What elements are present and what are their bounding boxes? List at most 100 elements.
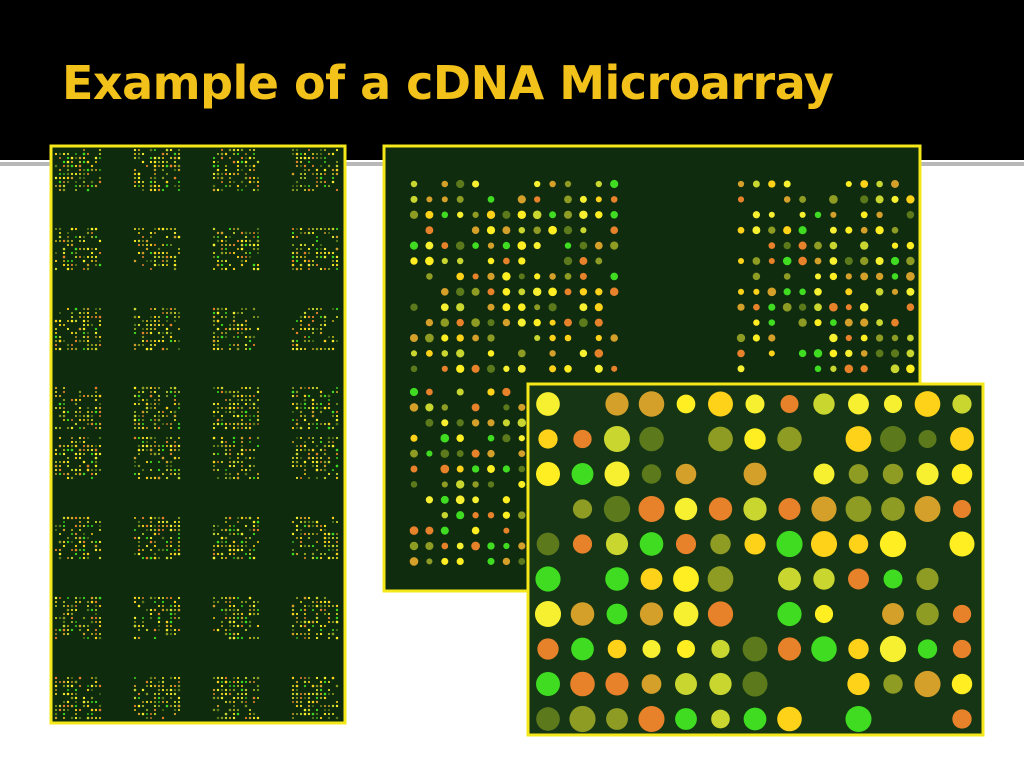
spot [177,426,181,430]
spot [149,516,153,520]
spot [563,226,573,235]
slide-title: Example of a cDNA Microarray [62,56,834,110]
spot [303,516,307,520]
spot [142,621,144,623]
spot [487,465,495,473]
spot [922,227,929,234]
spot [548,287,557,297]
spot [212,410,216,414]
spot [165,548,169,552]
spot [153,168,157,172]
spot [906,287,915,296]
spot [62,263,66,267]
spot [173,410,177,414]
spot [291,608,295,612]
spot [71,312,73,314]
spot [169,464,173,468]
spot [549,273,556,280]
spot [295,347,299,351]
spot [213,469,215,471]
spot [94,247,98,251]
spot [331,628,335,632]
spot [169,692,173,696]
spot [244,524,248,528]
spot [149,540,153,544]
spot [137,544,141,548]
spot [154,427,156,429]
spot [137,180,141,184]
spot [220,716,224,720]
spot [311,231,315,235]
spot [86,152,90,156]
spot [295,516,299,520]
spot [86,168,90,172]
spot [86,464,90,468]
spot [66,704,70,708]
spot [323,339,327,343]
spot [315,620,319,624]
spot [212,422,216,426]
spot [249,469,251,471]
spot [307,448,311,452]
spot [70,398,74,402]
spot [471,364,480,373]
spot [249,403,251,405]
spot [166,348,168,350]
spot [984,707,1009,732]
spot [74,704,78,708]
spot [70,319,74,323]
spot [63,613,65,615]
spot [503,365,510,372]
spot [165,628,169,632]
spot [173,235,177,239]
spot [252,712,256,716]
spot [173,227,177,231]
spot [335,418,339,422]
spot [55,328,57,330]
spot [236,152,240,156]
spot [82,323,86,327]
spot [891,242,899,249]
spot [55,689,57,691]
spot [304,677,306,679]
spot [99,525,101,527]
spot [783,226,792,235]
spot [177,402,181,406]
spot [410,350,418,357]
spot [178,545,180,547]
spot [304,256,306,258]
spot [315,616,319,620]
spot [487,350,495,357]
spot [157,532,161,536]
spot [257,415,259,417]
spot [319,152,323,156]
spot [244,692,248,696]
spot [66,516,70,520]
spot [224,616,228,620]
spot [224,452,228,456]
spot [307,188,311,192]
spot [150,453,152,455]
spot [98,684,102,688]
spot [165,692,169,696]
spot [212,347,216,351]
spot [232,152,236,156]
spot [951,673,973,695]
spot [173,259,177,263]
spot [533,226,541,234]
spot [137,422,141,426]
spot [252,176,256,180]
spot [225,601,227,603]
spot [66,536,70,540]
spot [74,708,78,712]
spot [249,328,251,330]
spot [62,339,66,343]
spot [534,334,541,342]
spot [165,460,169,464]
spot [236,311,240,315]
spot [252,231,256,235]
spot [169,620,173,624]
spot [86,556,90,560]
spot [137,692,141,696]
spot [249,713,251,715]
